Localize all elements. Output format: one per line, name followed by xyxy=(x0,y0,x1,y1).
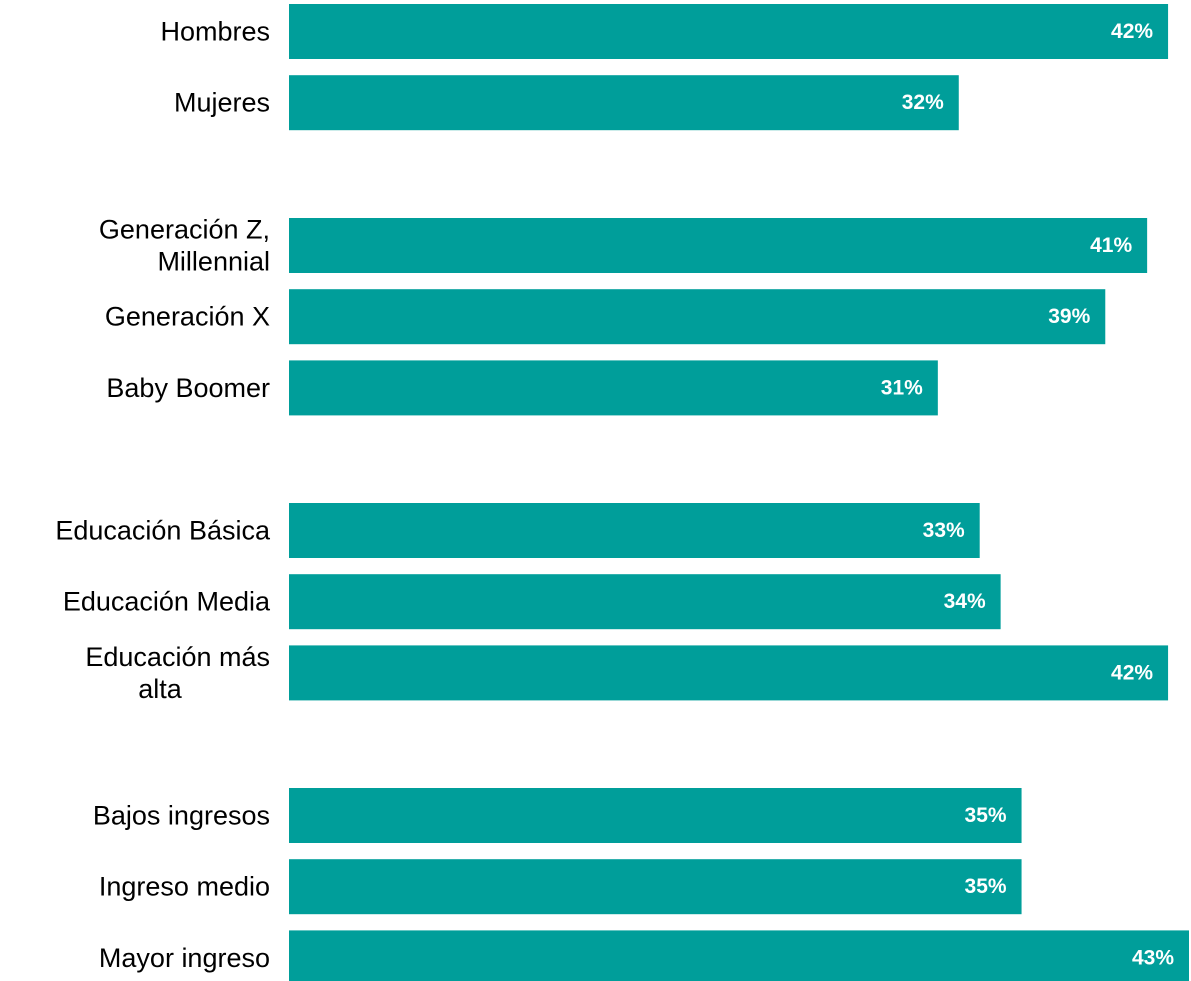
bar-3-2 xyxy=(289,930,1189,981)
category-label-1-0-line1: Millennial xyxy=(157,247,270,277)
category-label-0-0: Hombres xyxy=(160,17,270,47)
category-label-2-1: Educación Media xyxy=(63,587,271,617)
bar-1-1 xyxy=(289,289,1106,345)
category-label-3-0: Bajos ingresos xyxy=(93,801,270,831)
category-label-0-1: Mujeres xyxy=(174,88,270,118)
category-label-2-2-line0: Educación más xyxy=(85,642,270,672)
bar-3-0 xyxy=(289,788,1022,843)
value-label-1-0: 41% xyxy=(1090,234,1132,257)
category-label-3-2: Mayor ingreso xyxy=(99,943,270,973)
value-label-1-1: 39% xyxy=(1048,305,1090,328)
value-label-0-0: 42% xyxy=(1111,20,1153,43)
bar-1-0 xyxy=(289,218,1148,273)
category-label-2-0: Educación Básica xyxy=(55,516,271,546)
bars-layer xyxy=(289,4,1189,981)
category-label-2-2-line1: alta xyxy=(138,674,183,704)
value-label-2-1: 34% xyxy=(944,590,986,613)
value-label-2-0: 33% xyxy=(923,519,965,542)
bar-2-0 xyxy=(289,503,980,558)
category-label-1-2: Baby Boomer xyxy=(106,373,270,403)
bar-2-2 xyxy=(289,645,1169,701)
value-labels-layer: 42% 32% 41% 39% 31% 33% 34% 42% 35% 35% 43% xyxy=(881,20,1175,969)
bar-1-2 xyxy=(289,360,938,416)
bar-2-1 xyxy=(289,574,1001,630)
value-label-3-2: 43% xyxy=(1132,946,1174,969)
value-label-3-1: 35% xyxy=(965,875,1007,898)
value-label-2-2: 42% xyxy=(1111,661,1153,684)
value-label-1-2: 31% xyxy=(881,376,923,399)
bar-0-1 xyxy=(289,75,959,131)
category-label-3-1: Ingreso medio xyxy=(99,872,270,902)
category-label-1-1: Generación X xyxy=(105,302,270,332)
bar-0-0 xyxy=(289,4,1169,59)
category-label-1-0-line0: Generación Z, xyxy=(99,215,270,245)
category-labels-layer: Hombres Mujeres Generación Z,Millennial Gen… xyxy=(55,17,271,973)
value-label-0-1: 32% xyxy=(902,91,944,114)
bar-3-1 xyxy=(289,859,1022,915)
value-label-3-0: 35% xyxy=(965,804,1007,827)
